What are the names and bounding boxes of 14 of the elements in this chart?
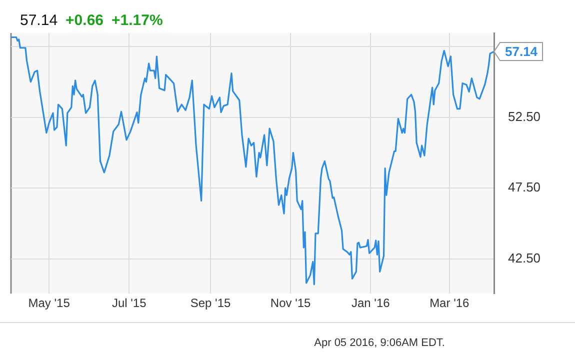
x-tick-label: Jan '16: [351, 296, 390, 310]
text: Apr 05 2016, 9:06AM EDT.: [314, 337, 445, 349]
y-tick-label: 42.50: [508, 250, 541, 266]
y-tick-label: 52.50: [508, 108, 541, 124]
text: 57.14: [20, 12, 58, 29]
x-tick-label: Jul '15: [112, 296, 147, 310]
x-tick-label: Nov '15: [270, 296, 312, 310]
annotation: 57.14: [505, 44, 538, 60]
x-tick-label: Mar '16: [430, 296, 470, 310]
x-tick-label: Sep '15: [190, 296, 231, 310]
y-tick-label: 47.50: [508, 180, 541, 195]
text: +0.66: [66, 12, 104, 29]
x-tick-label: May '15: [28, 296, 70, 310]
text: +1.17%: [112, 12, 163, 29]
